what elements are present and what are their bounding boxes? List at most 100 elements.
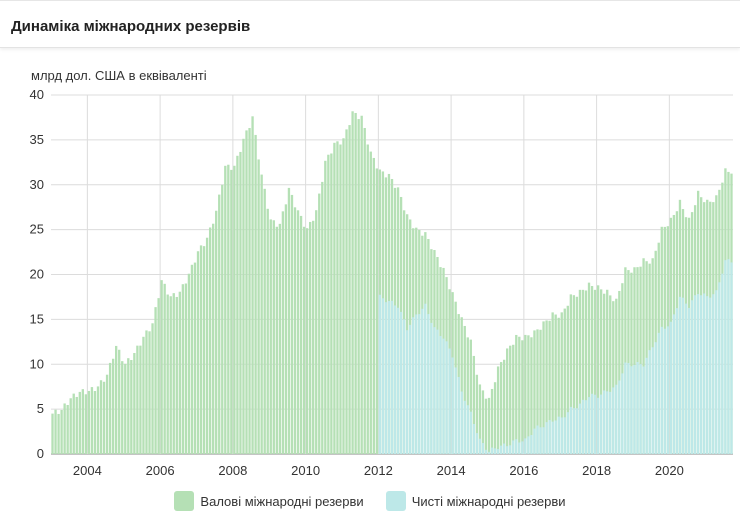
- gross-bar-100: [354, 112, 357, 454]
- y-tick-10: 10: [30, 356, 44, 371]
- net-bar-178: [590, 393, 594, 454]
- net-bar-126: [433, 327, 436, 454]
- net-bar-188: [621, 373, 624, 454]
- x-tick-2008: 2008: [218, 463, 247, 478]
- net-bar-158: [530, 435, 533, 454]
- net-bar-190: [627, 363, 630, 454]
- y-axis-label: млрд дол. США в еквіваленті: [31, 68, 207, 83]
- net-bar-108: [378, 294, 382, 454]
- gross-bar-154: [518, 336, 521, 454]
- gross-bar-35: [157, 298, 160, 454]
- gross-bar-78: [287, 187, 291, 454]
- gross-bar-141: [478, 384, 482, 454]
- net-bar-125: [430, 322, 433, 454]
- gross-bar-94: [336, 141, 339, 454]
- gross-bar-171: [569, 294, 573, 454]
- net-bar-122: [421, 308, 424, 454]
- net-bar-129: [442, 338, 445, 454]
- net-bar-169: [563, 417, 566, 454]
- net-bar-208: [681, 297, 685, 454]
- x-tick-2014: 2014: [437, 463, 466, 478]
- net-bar-220: [718, 282, 721, 454]
- gross-bar-21: [115, 345, 118, 454]
- net-bar-139: [472, 423, 476, 454]
- chart-legend: Валові міжнародні резерви Чисті міжнарод…: [0, 490, 740, 512]
- net-bar-168: [560, 417, 563, 454]
- y-tick-20: 20: [30, 267, 44, 282]
- gross-bar-144: [487, 397, 491, 454]
- net-bar-141: [478, 438, 482, 454]
- net-bar-209: [684, 303, 688, 454]
- gross-bar-55: [218, 194, 221, 454]
- gross-bar-155: [521, 340, 524, 454]
- gross-bar-63: [242, 138, 245, 454]
- net-bar-191: [630, 366, 633, 454]
- legend-label-gross: Валові міжнародні резерви: [200, 493, 364, 509]
- legend-item-gross[interactable]: Валові міжнародні резерви: [174, 491, 364, 511]
- net-bar-210: [687, 307, 691, 454]
- gross-bar-161: [539, 329, 542, 454]
- net-bar-135: [460, 391, 463, 454]
- gross-bar-168: [560, 312, 563, 454]
- gross-bar-70: [263, 188, 266, 454]
- gross-bar-148: [499, 362, 503, 454]
- net-bar-166: [554, 420, 557, 454]
- gross-bar-23: [121, 361, 124, 454]
- net-bar-146: [493, 448, 497, 454]
- chart-grid: [51, 94, 733, 455]
- gross-bar-142: [481, 390, 485, 454]
- gross-bar-43: [181, 284, 185, 454]
- gross-bar-67: [254, 134, 257, 454]
- gross-bar-5: [66, 405, 69, 454]
- gross-bar-28: [136, 345, 139, 454]
- gross-bar-102: [360, 115, 363, 455]
- gross-bar-172: [572, 295, 576, 454]
- gross-bar-189: [624, 267, 627, 454]
- net-bar-113: [393, 305, 397, 454]
- net-bar-123: [424, 303, 427, 454]
- y-tick-15: 15: [30, 311, 44, 326]
- net-bar-167: [557, 416, 560, 454]
- x-tick-2004: 2004: [73, 463, 102, 478]
- net-bar-137: [466, 405, 469, 454]
- gross-bar-174: [578, 289, 582, 454]
- gross-bar-77: [284, 204, 288, 454]
- gross-bar-69: [260, 174, 263, 454]
- gross-bar-88: [318, 193, 321, 454]
- gross-bar-54: [215, 210, 218, 454]
- net-bar-114: [396, 307, 400, 454]
- net-bar-216: [706, 296, 709, 454]
- y-tick-5: 5: [37, 401, 44, 416]
- net-bar-176: [584, 400, 588, 454]
- gross-bar-146: [493, 382, 497, 454]
- y-tick-0: 0: [37, 446, 44, 461]
- net-bar-131: [448, 348, 451, 454]
- gross-bar-82: [299, 215, 303, 454]
- net-bar-201: [660, 326, 663, 454]
- gross-bar-15: [96, 386, 100, 454]
- net-bar-182: [603, 390, 606, 454]
- gross-bar-14: [93, 391, 97, 454]
- gross-bar-46: [190, 264, 194, 454]
- gross-bar-87: [315, 210, 318, 454]
- net-bar-136: [463, 400, 466, 454]
- x-tick-2012: 2012: [364, 463, 393, 478]
- gross-bar-2: [57, 413, 60, 454]
- gross-bar-170: [566, 305, 569, 454]
- net-bar-115: [399, 311, 403, 454]
- net-bar-195: [642, 366, 645, 454]
- gross-bar-183: [606, 289, 609, 454]
- chart-area: млрд дол. США в еквіваленті 0 5 10 15 20 25 30…: [30, 68, 733, 478]
- chart-header: Динаміка міжнародних резервів: [0, 1, 740, 48]
- legend-item-net[interactable]: Чисті міжнародні резерви: [385, 491, 566, 511]
- y-tick-30: 30: [30, 177, 44, 192]
- gross-bar-167: [557, 317, 560, 454]
- gross-bar-80: [293, 207, 297, 454]
- gross-bar-31: [145, 330, 148, 454]
- gross-bar-36: [160, 280, 163, 454]
- gross-bar-1: [54, 409, 57, 454]
- gross-bar-139: [472, 355, 476, 454]
- net-bar-175: [581, 399, 585, 454]
- gross-bar-60: [233, 165, 236, 454]
- net-bar-138: [469, 411, 472, 454]
